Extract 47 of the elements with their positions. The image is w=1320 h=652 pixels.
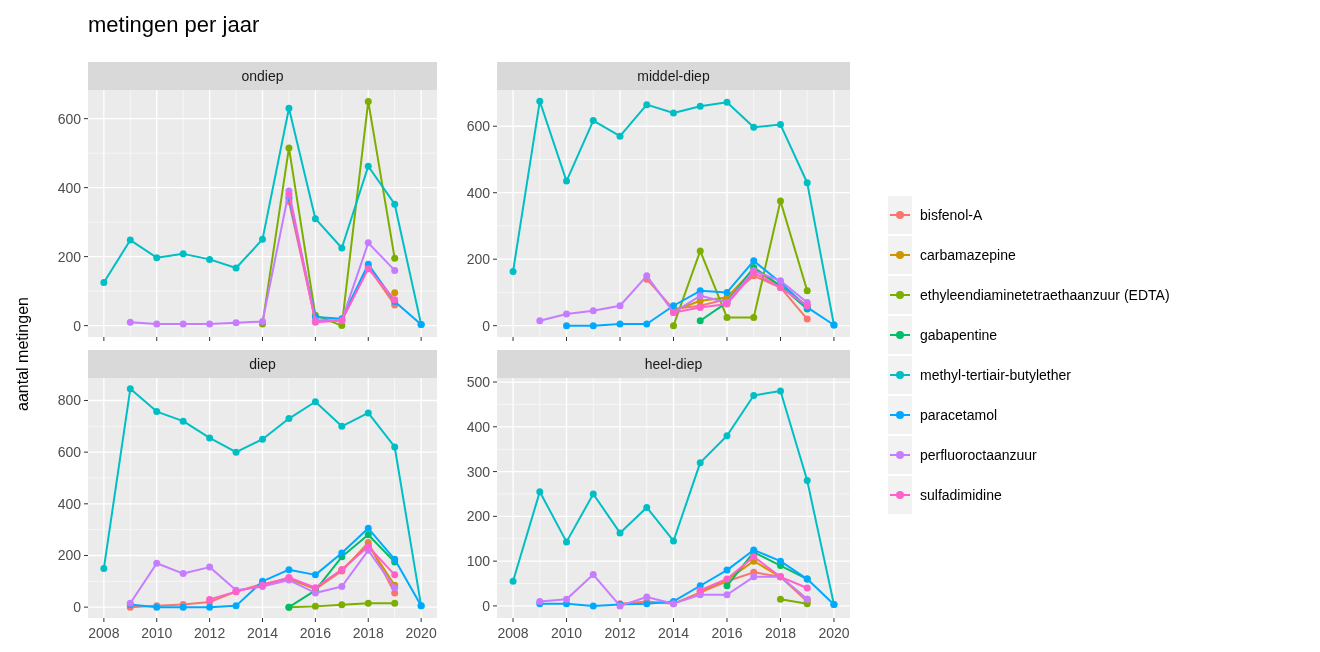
- y-tick-label: 0: [482, 317, 491, 334]
- y-tick-label: 800: [57, 392, 82, 409]
- y-tick-label: 500: [466, 374, 491, 391]
- y-tick-label: 300: [466, 463, 491, 480]
- legend-label: methyl-tertiair-butylether: [920, 367, 1072, 383]
- x-tick-label: 2014: [246, 625, 279, 641]
- y-tick-label: 600: [466, 118, 491, 135]
- legend-label: bisfenol-A: [920, 207, 983, 223]
- x-tick-label: 2008: [497, 625, 529, 641]
- y-tick-label: 100: [466, 553, 491, 570]
- x-tick-label: 2012: [194, 625, 226, 641]
- x-tick-label: 2010: [550, 625, 583, 641]
- x-tick-label: 2008: [88, 625, 120, 641]
- chart-title: diep: [249, 356, 276, 372]
- x-tick-label: 2016: [299, 625, 332, 641]
- x-tick-label: 2016: [711, 625, 743, 641]
- y-tick-label: 0: [482, 597, 491, 614]
- legend-label: sulfadimidine: [920, 487, 1002, 503]
- y-tick-label: 0: [73, 599, 82, 616]
- y-tick-label: 0: [73, 317, 82, 334]
- chart-title: ondiep: [241, 68, 284, 84]
- y-tick-label: 200: [466, 251, 491, 268]
- y-tick-label: 600: [57, 110, 82, 127]
- chart-title: middel-diep: [637, 68, 710, 84]
- y-axis-title: aantal metingen: [14, 297, 31, 411]
- y-tick-label: 400: [466, 418, 491, 435]
- y-tick-label: 200: [466, 508, 491, 525]
- y-tick-label: 200: [57, 248, 82, 265]
- x-tick-label: 2012: [604, 625, 636, 641]
- y-tick-label: 200: [57, 547, 82, 564]
- y-tick-label: 400: [57, 495, 82, 512]
- y-tick-label: 600: [57, 444, 82, 461]
- x-tick-label: 2018: [352, 625, 385, 641]
- x-tick-label: 2010: [141, 625, 173, 641]
- chart-title: heel-diep: [644, 356, 703, 372]
- y-tick-label: 400: [57, 179, 82, 196]
- y-tick-label: 400: [466, 184, 491, 201]
- text: metingen per jaar: [88, 12, 260, 37]
- legend-label: ethyleendiaminetetraethaanzuur (EDTA): [920, 287, 1170, 303]
- x-tick-label: 2018: [764, 625, 797, 641]
- legend-label: gabapentine: [920, 327, 998, 343]
- x-tick-label: 2020: [818, 625, 850, 641]
- x-tick-label: 2014: [657, 625, 690, 641]
- legend-label: carbamazepine: [920, 247, 1016, 263]
- legend-label: paracetamol: [920, 407, 998, 423]
- x-tick-label: 2020: [405, 625, 437, 641]
- legend-label: perfluoroctaanzuur: [920, 447, 1038, 463]
